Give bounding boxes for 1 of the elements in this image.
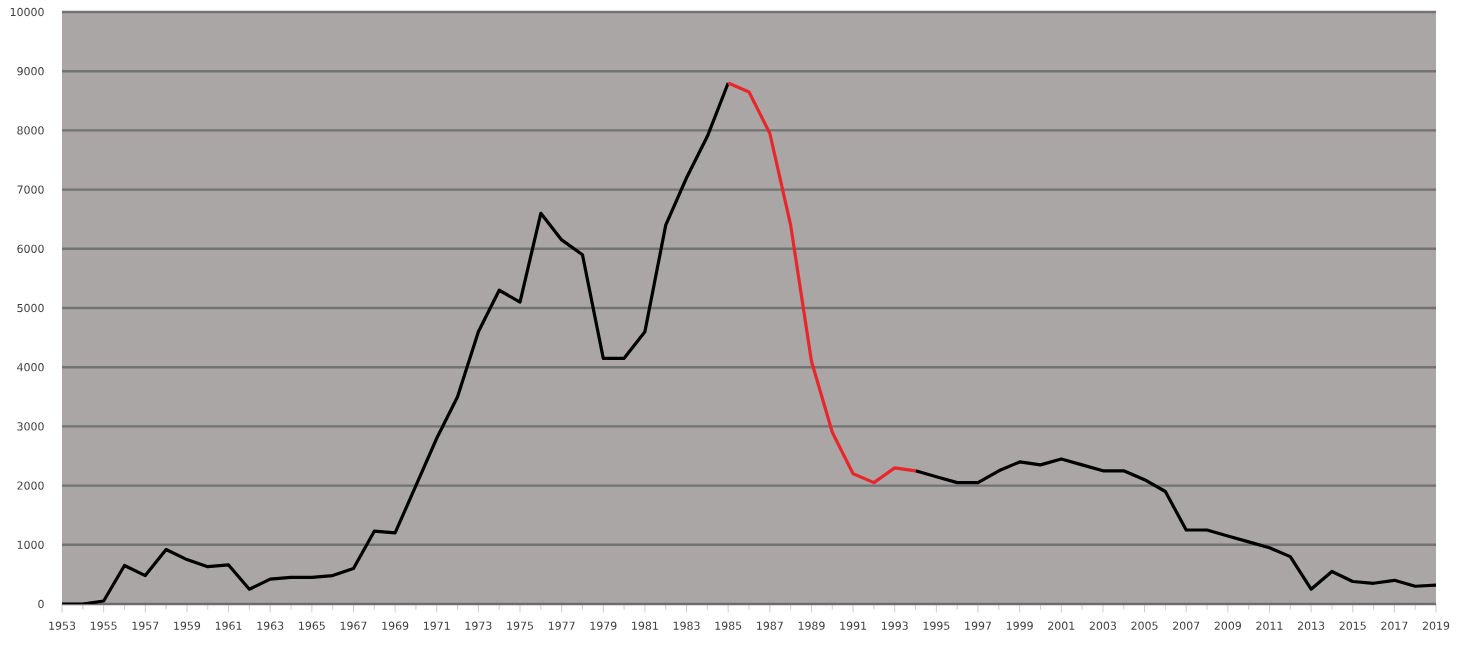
line-series — [726, 81, 918, 485]
